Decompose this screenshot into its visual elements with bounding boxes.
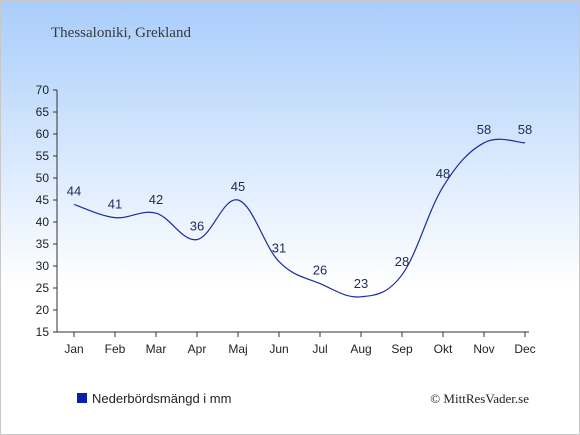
y-tick-label: 20	[36, 303, 50, 317]
y-tick-label: 25	[36, 281, 50, 295]
x-tick-label: Sep	[391, 342, 413, 356]
x-tick-label: Feb	[105, 342, 126, 356]
legend-label: Nederbördsmängd i mm	[92, 391, 231, 406]
data-label: 23	[354, 276, 368, 291]
y-tick-label: 60	[36, 127, 50, 141]
data-label: 31	[272, 241, 286, 256]
y-tick-label: 30	[36, 259, 50, 273]
data-label: 42	[149, 192, 163, 207]
x-tick-label: Okt	[434, 342, 453, 356]
plot-area: 44 41 42 36 45 31 26 23 28 48 58 58	[67, 122, 532, 298]
x-tick-label: Maj	[228, 342, 247, 356]
y-tick-label: 45	[36, 193, 50, 207]
x-tick-label: Nov	[473, 342, 494, 356]
data-label: 44	[67, 183, 81, 198]
data-label: 58	[477, 122, 491, 137]
data-label: 41	[108, 197, 122, 212]
x-tick-label: Jun	[269, 342, 288, 356]
axes: 15 20 25 30 35 40 45 50 55 60 65 70 Jan Feb Mar Apr Maj J…	[36, 83, 536, 356]
y-tick-label: 40	[36, 215, 50, 229]
y-tick-label: 55	[36, 149, 50, 163]
data-label: 36	[190, 219, 204, 234]
x-tick-label: Aug	[350, 342, 371, 356]
x-tick-label: Jul	[312, 342, 327, 356]
data-label: 26	[313, 263, 327, 278]
y-tick-label: 15	[36, 325, 50, 339]
x-tick-label: Mar	[146, 342, 167, 356]
x-tick-label: Apr	[188, 342, 207, 356]
data-label: 48	[436, 166, 450, 181]
y-tick-label: 35	[36, 237, 50, 251]
y-tick-label: 70	[36, 83, 50, 97]
legend-marker	[77, 393, 87, 403]
y-tick-label: 50	[36, 171, 50, 185]
y-tick-label: 65	[36, 105, 50, 119]
legend: Nederbördsmängd i mm	[77, 391, 231, 406]
series-line	[73, 138, 526, 298]
credit-text: © MittResVader.se	[430, 391, 529, 406]
chart-title: Thessaloniki, Grekland	[51, 25, 191, 41]
x-tick-label: Jan	[64, 342, 83, 356]
data-label: 58	[518, 122, 532, 137]
x-tick-label: Dec	[514, 342, 535, 356]
data-label: 45	[231, 179, 245, 194]
data-label: 28	[395, 254, 409, 269]
